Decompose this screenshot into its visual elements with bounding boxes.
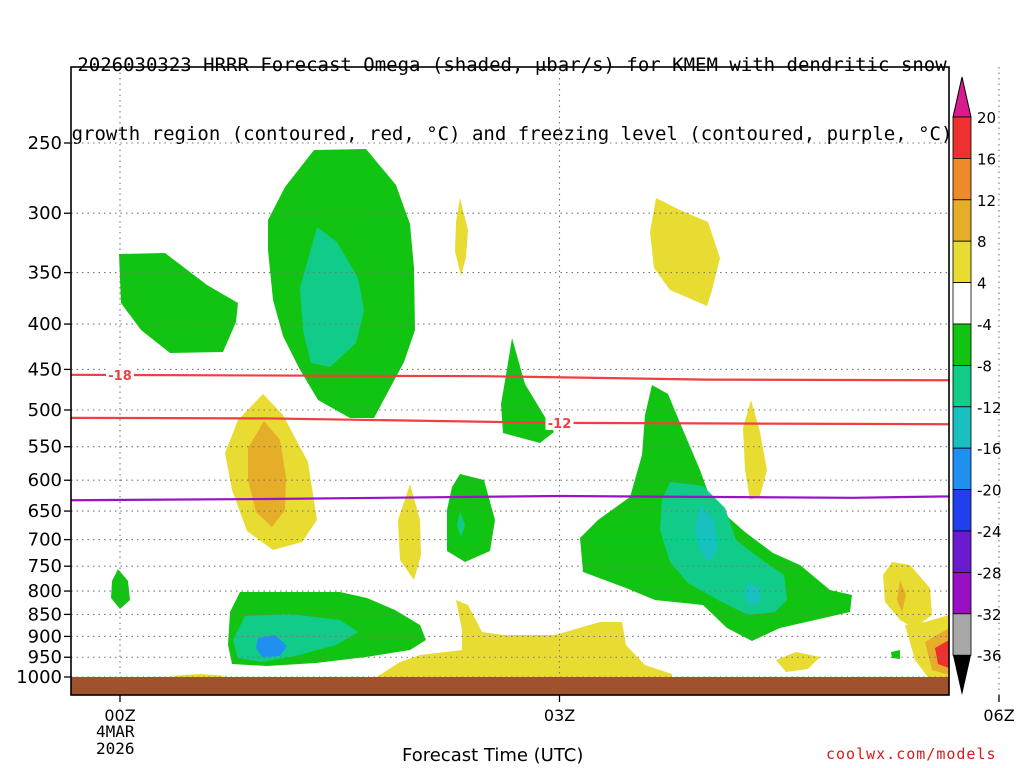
colorbar-bottom-arrow xyxy=(953,655,971,696)
colorbar-top-arrow xyxy=(952,76,972,118)
y-tick-label-500: 500 xyxy=(28,400,62,421)
omega-region-yellow-13z xyxy=(743,400,767,500)
contour-label-dgz_-18-0: -18 xyxy=(108,369,132,384)
y-tick-label-600: 600 xyxy=(28,470,62,491)
y-tick-label-950: 950 xyxy=(28,647,62,668)
contour-line-freezing_0 xyxy=(71,494,949,502)
y-tick-label-650: 650 xyxy=(28,501,62,522)
omega-region-red-17z-surface xyxy=(935,640,949,668)
y-tick-label-350: 350 xyxy=(28,263,62,284)
colorbar-bin--20--16 xyxy=(952,447,972,491)
omega-region-teal-11-14z xyxy=(660,482,787,615)
colorbar: 20 16 12 8 4 -4 -8 -12 -16 -20 -24 -28 -32 -36 xyxy=(952,76,1002,696)
omega-region-cyan-12z xyxy=(695,505,718,562)
chart-title: 2026030323 HRRR Forecast Omega (shaded, … xyxy=(0,8,1024,169)
omega-region-green-upper-left xyxy=(119,253,238,353)
omega-shading xyxy=(111,149,949,680)
colorbar-bin-4-8 xyxy=(952,240,972,283)
contour-label-bg-dgz_-12-0 xyxy=(545,414,574,430)
colorbar-label--32: -32 xyxy=(977,606,1002,624)
contour-label-dgz_-12-0: -12 xyxy=(548,417,572,432)
y-tick-label-400: 400 xyxy=(28,314,62,335)
contour-label-bg-dgz_-18-0 xyxy=(106,366,134,382)
omega-region-yellow-upper-12z xyxy=(650,198,720,306)
colorbar-bin--12--8 xyxy=(952,364,972,408)
omega-region-yellow-upper-07z xyxy=(455,198,468,276)
x-tick-label-03Z: 03Z xyxy=(544,706,575,725)
omega-region-green-08z xyxy=(501,338,554,443)
title-line-1: 2026030323 HRRR Forecast Omega (shaded, … xyxy=(77,54,947,76)
omega-region-yellow-near-surface xyxy=(375,600,672,680)
omega-region-green-07z xyxy=(447,474,495,562)
colorbar-bin--8--4 xyxy=(952,323,972,366)
omega-region-orange-03z xyxy=(248,421,286,527)
colorbar-bin-8-12 xyxy=(952,199,972,242)
omega-region-blue-low-level xyxy=(256,635,287,657)
colorbar-label--20: -20 xyxy=(977,482,1002,500)
omega-region-yellow-06z xyxy=(398,484,421,580)
colorbar-label-4: 4 xyxy=(977,275,987,293)
colorbar-label-16: 16 xyxy=(977,150,996,168)
y-tick-label-800: 800 xyxy=(28,581,62,602)
date-year-label: 2026 xyxy=(96,739,135,758)
contour-line-dgz_-18 xyxy=(71,373,949,382)
colorbar-label--28: -28 xyxy=(977,564,1002,582)
y-tick-label-450: 450 xyxy=(28,359,62,380)
credit-link[interactable]: coolwx.com/models xyxy=(826,745,997,763)
omega-region-teal-upper-column xyxy=(300,227,364,367)
omega-region-yellow-16z xyxy=(883,562,932,628)
x-axis: 00Z03Z06Z09Z12Z15Z xyxy=(104,695,1015,725)
y-tick-label-700: 700 xyxy=(28,530,62,551)
colorbar-bin-12-16 xyxy=(952,157,972,201)
colorbar-label-12: 12 xyxy=(977,192,996,210)
y-tick-label-750: 750 xyxy=(28,556,62,577)
x-tick-label-00Z: 00Z xyxy=(104,706,135,725)
y-tick-label-250: 250 xyxy=(28,133,62,154)
x-axis-title: Forecast Time (UTC) xyxy=(402,745,584,766)
colorbar-bin--32--28 xyxy=(952,572,972,615)
plot-frame xyxy=(70,66,950,696)
omega-region-cyan-13z xyxy=(744,582,760,606)
y-tick-label-850: 850 xyxy=(28,604,62,625)
colorbar-bin--24--20 xyxy=(952,489,972,532)
omega-region-green-dot-15z xyxy=(891,650,900,659)
colorbar-bin--4-4 xyxy=(952,282,972,325)
date-day-label: 4MAR xyxy=(96,722,135,741)
omega-region-teal-07z xyxy=(457,512,465,537)
y-tick-label-1000: 1000 xyxy=(16,667,62,688)
colorbar-label--36: -36 xyxy=(977,647,1002,665)
colorbar-label-8: 8 xyxy=(977,233,987,251)
omega-region-orange-16z xyxy=(897,580,906,612)
y-tick-label-550: 550 xyxy=(28,437,62,458)
contour-lines: -18-18-18-12-1200 xyxy=(71,366,949,502)
terrain-ground xyxy=(71,677,949,695)
colorbar-label--16: -16 xyxy=(977,440,1002,458)
colorbar-label--12: -12 xyxy=(977,399,1002,417)
omega-region-green-00z-low xyxy=(111,569,130,609)
colorbar-bin--16--12 xyxy=(952,406,972,449)
y-axis: 2503003504004505005506006507007508008509… xyxy=(16,133,71,688)
colorbar-label--8: -8 xyxy=(977,357,992,375)
colorbar-bin--36--32 xyxy=(952,613,972,656)
colorbar-label--24: -24 xyxy=(977,523,1002,541)
y-tick-label-300: 300 xyxy=(28,203,62,224)
omega-region-yellow-14z-low xyxy=(776,652,820,672)
colorbar-bin--28--24 xyxy=(952,530,972,573)
colorbar-bin-16-20 xyxy=(952,116,972,159)
title-line-2: growth region (contoured, red, °C) and f… xyxy=(71,123,953,145)
colorbar-label-20: 20 xyxy=(977,109,996,127)
contour-line-dgz_-12 xyxy=(71,416,949,426)
colorbar-label--4: -4 xyxy=(977,316,992,334)
x-tick-label-06Z: 06Z xyxy=(983,706,1014,725)
y-tick-label-900: 900 xyxy=(28,626,62,647)
